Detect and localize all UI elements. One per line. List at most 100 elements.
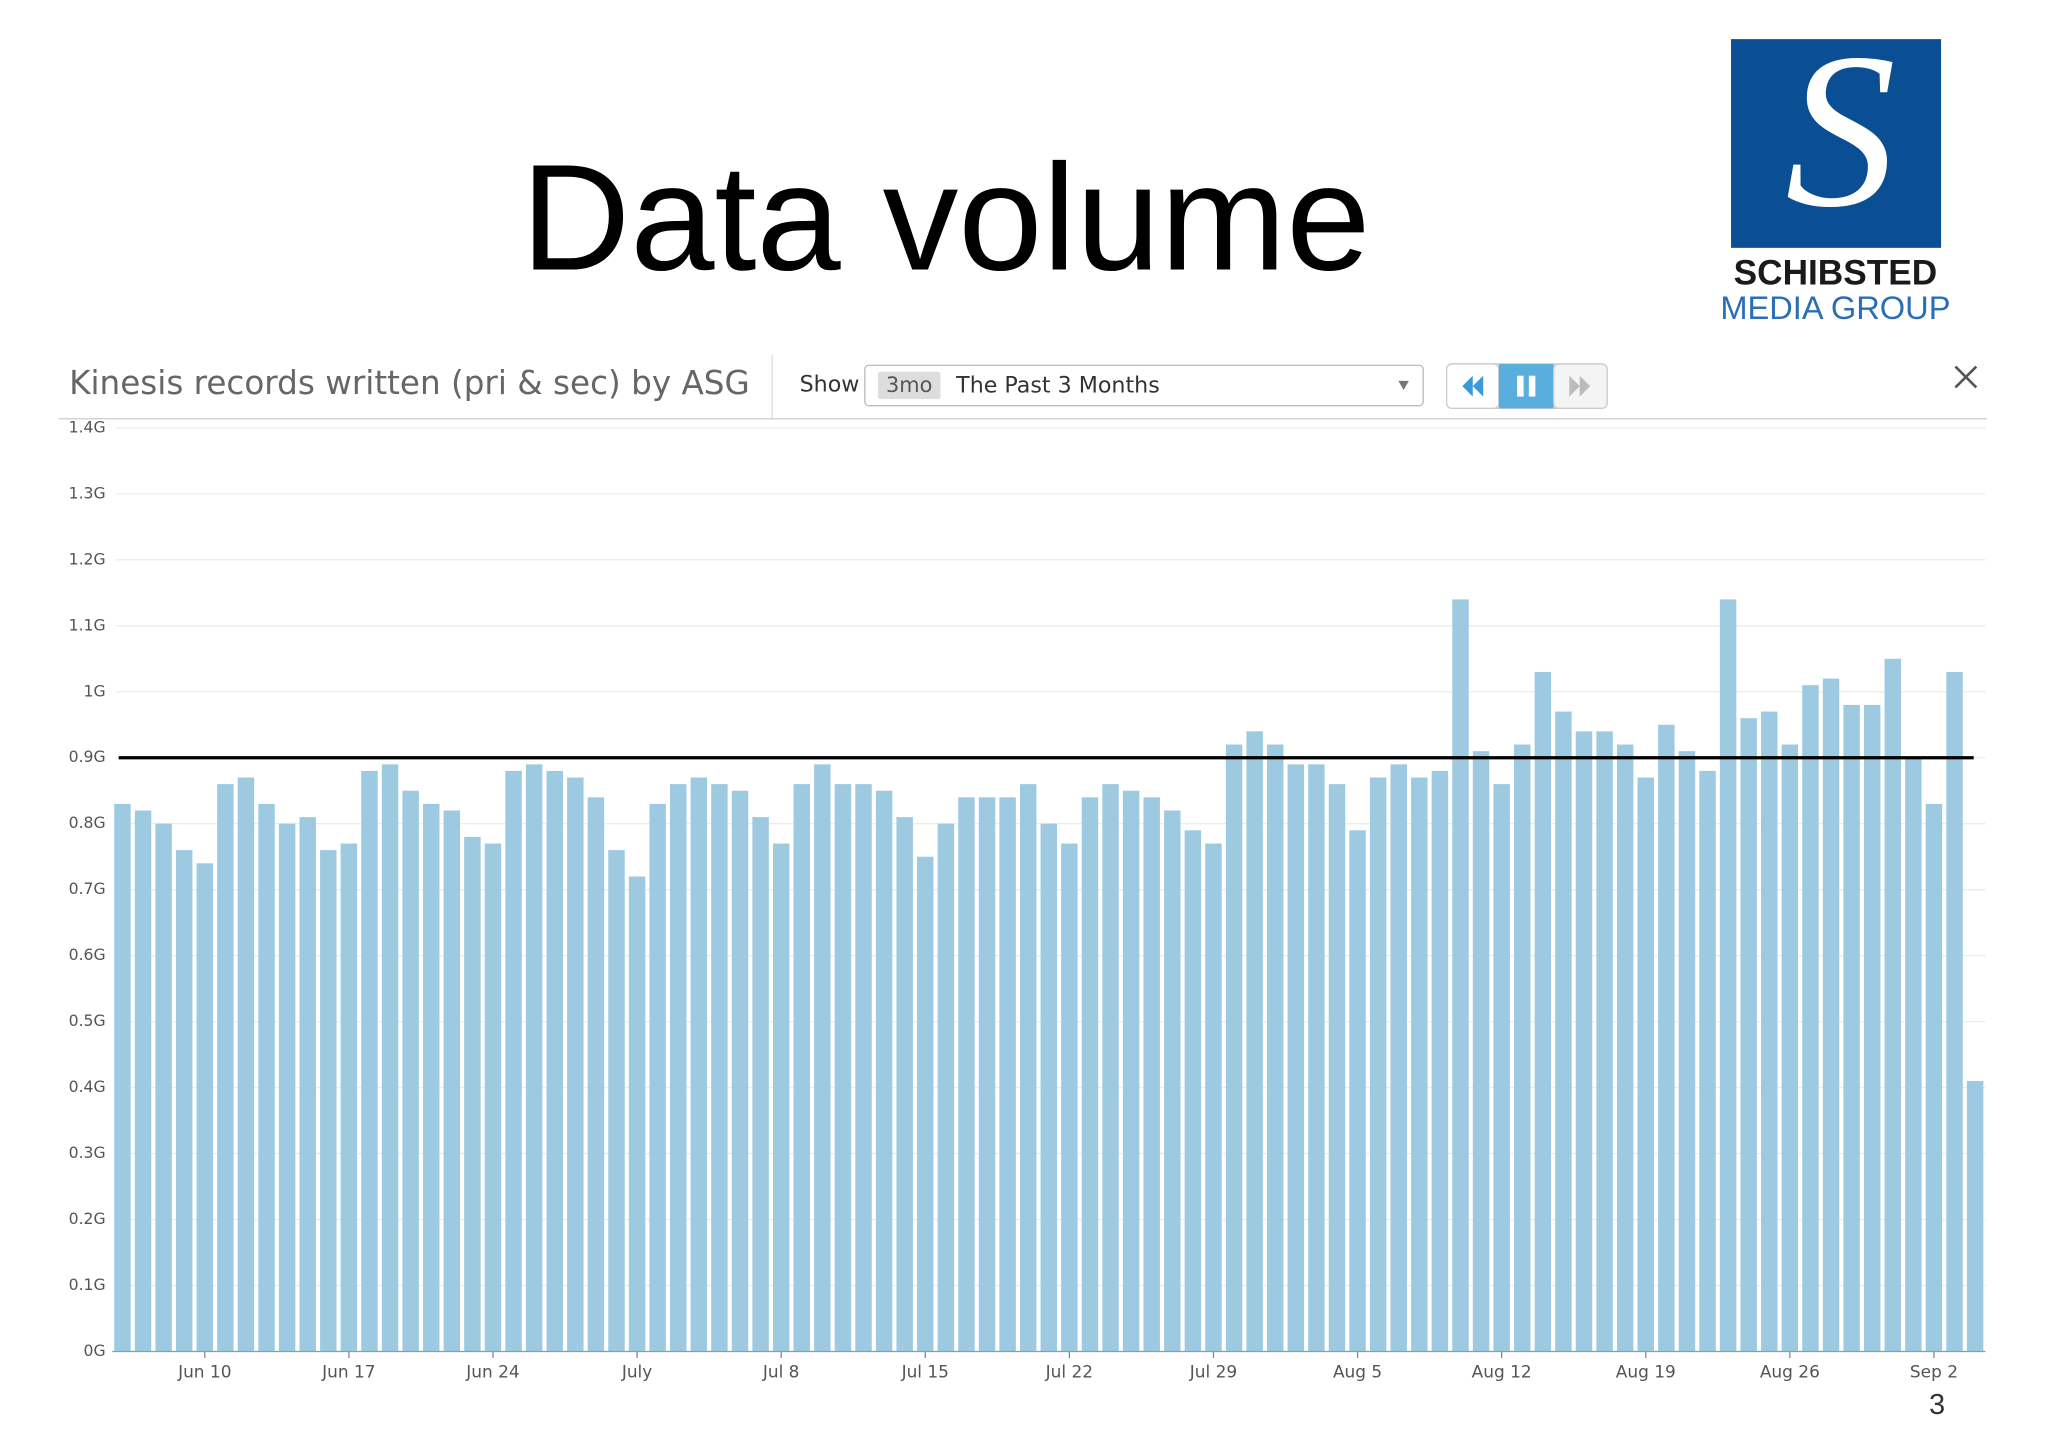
forward-icon bbox=[1569, 375, 1591, 397]
bar bbox=[1369, 777, 1387, 1352]
bar bbox=[1308, 764, 1325, 1352]
bar bbox=[340, 843, 358, 1352]
bar bbox=[1596, 731, 1613, 1352]
bar bbox=[505, 770, 522, 1352]
bar bbox=[237, 777, 255, 1352]
x-tick-label: Aug 19 bbox=[1616, 1361, 1676, 1381]
bar bbox=[1225, 744, 1243, 1352]
bar bbox=[258, 803, 275, 1352]
y-tick-label: 0.4G bbox=[69, 1077, 106, 1096]
y-tick-label: 1G bbox=[84, 681, 106, 700]
bar bbox=[1740, 718, 1757, 1352]
bar bbox=[1843, 704, 1860, 1352]
bar bbox=[402, 790, 419, 1352]
bar bbox=[299, 817, 316, 1352]
bar bbox=[1184, 830, 1202, 1352]
bar bbox=[1452, 599, 1469, 1352]
bar bbox=[1678, 751, 1696, 1352]
y-tick-label: 0.2G bbox=[69, 1209, 106, 1228]
bar bbox=[896, 817, 913, 1352]
bar bbox=[1761, 711, 1778, 1352]
close-button[interactable] bbox=[1954, 365, 1978, 389]
range-text: The Past 3 Months bbox=[955, 373, 1160, 399]
bar bbox=[546, 770, 563, 1352]
dropdown-arrow bbox=[1398, 380, 1409, 391]
bar bbox=[1122, 790, 1140, 1352]
bar bbox=[217, 784, 234, 1352]
y-tick-label: 0G bbox=[84, 1341, 106, 1360]
bar bbox=[1390, 764, 1407, 1352]
x-tick-label: Aug 26 bbox=[1760, 1361, 1820, 1381]
bar bbox=[155, 823, 172, 1352]
bar bbox=[814, 764, 831, 1352]
bar bbox=[1493, 784, 1510, 1352]
y-tick-label: 0.9G bbox=[69, 747, 106, 766]
x-tick-label: Jun 17 bbox=[321, 1361, 375, 1381]
bar bbox=[608, 850, 625, 1352]
bar bbox=[855, 784, 872, 1352]
bar bbox=[1863, 704, 1881, 1352]
bar bbox=[114, 803, 131, 1352]
bar bbox=[1946, 671, 1963, 1352]
bar bbox=[443, 810, 461, 1352]
panel-title: Kinesis records written (pri & sec) by A… bbox=[69, 364, 750, 402]
bar bbox=[422, 803, 440, 1352]
bar bbox=[1802, 685, 1819, 1352]
y-tick-label: 0.1G bbox=[69, 1275, 106, 1294]
y-tick-label: 0.6G bbox=[69, 945, 106, 964]
bar bbox=[1266, 744, 1284, 1352]
bar bbox=[134, 810, 152, 1352]
bar bbox=[690, 777, 708, 1352]
bar bbox=[525, 764, 543, 1352]
y-tick-label: 0.3G bbox=[69, 1143, 106, 1162]
y-tick-label: 0.7G bbox=[69, 879, 106, 898]
y-tick-label: 1.3G bbox=[69, 483, 106, 502]
bar bbox=[464, 836, 481, 1352]
bar bbox=[1328, 784, 1346, 1352]
page-number: 3 bbox=[1929, 1389, 1945, 1421]
range-dropdown[interactable] bbox=[864, 364, 1424, 407]
bar bbox=[628, 876, 646, 1352]
bar bbox=[1719, 599, 1737, 1352]
y-tick-label: 0.8G bbox=[69, 813, 106, 832]
bar bbox=[1287, 764, 1305, 1352]
bar bbox=[793, 784, 810, 1352]
bar bbox=[484, 843, 502, 1352]
bar bbox=[1205, 843, 1222, 1352]
bar bbox=[649, 803, 666, 1352]
x-tick-label: Aug 12 bbox=[1472, 1361, 1532, 1381]
bar bbox=[1472, 751, 1490, 1352]
bar bbox=[875, 790, 893, 1352]
x-tick-label: Aug 5 bbox=[1333, 1361, 1382, 1381]
bar bbox=[1431, 770, 1449, 1352]
bar bbox=[175, 850, 193, 1352]
bar bbox=[1616, 744, 1634, 1352]
bar bbox=[1040, 823, 1058, 1352]
bar bbox=[196, 863, 214, 1352]
x-tick-label: Jul 15 bbox=[901, 1361, 949, 1381]
y-tick-label: 0.5G bbox=[69, 1011, 106, 1030]
bar bbox=[772, 843, 790, 1352]
bar bbox=[361, 770, 378, 1352]
bar bbox=[752, 817, 769, 1352]
bar bbox=[978, 797, 996, 1352]
bar bbox=[1781, 744, 1799, 1352]
logo-glyph: S bbox=[1785, 7, 1896, 253]
bar bbox=[1925, 803, 1943, 1352]
bar bbox=[1637, 777, 1654, 1352]
pause-button[interactable] bbox=[1498, 363, 1554, 409]
pause-icon bbox=[1517, 375, 1524, 397]
bar bbox=[1534, 671, 1552, 1352]
x-tick-label: Jul 29 bbox=[1189, 1361, 1237, 1381]
bar bbox=[1575, 731, 1593, 1352]
bar bbox=[1349, 830, 1366, 1352]
range-badge-bg bbox=[877, 371, 941, 400]
bar bbox=[1699, 770, 1716, 1352]
range-badge: 3mo bbox=[886, 373, 932, 397]
plot: 0G 0.1G 0.2G 0.3G 0.4G 0.5G 0.6G 0.7G 0.8G 0.9G 1G… bbox=[69, 417, 1986, 1381]
bar bbox=[1822, 678, 1840, 1352]
x-tick-label: July bbox=[621, 1361, 652, 1381]
bar bbox=[1514, 744, 1531, 1352]
bar bbox=[937, 823, 955, 1352]
bar bbox=[278, 823, 296, 1352]
